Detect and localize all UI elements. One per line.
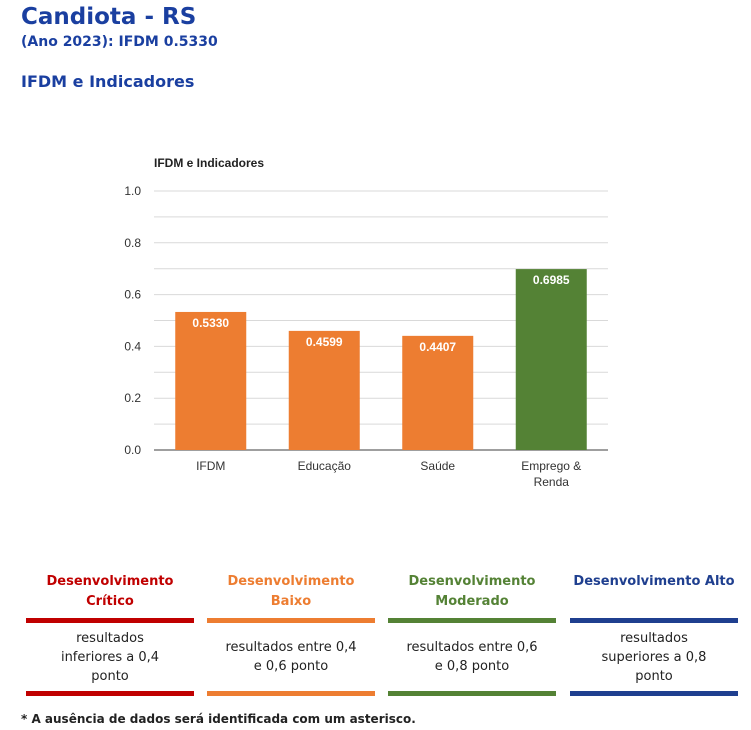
page-subtitle: (Ano 2023): IFDM 0.5330 xyxy=(21,34,218,50)
legend-color-bar xyxy=(26,618,194,623)
footnote: * A ausência de dados será identificada … xyxy=(21,712,416,726)
x-tick-label: IFDM xyxy=(196,459,225,473)
legend-description: resultados entre 0,4 e 0,6 ponto xyxy=(225,640,357,674)
y-tick-label: 0.4 xyxy=(124,339,141,353)
legend-item: Desenvolvimento Moderado resultados entre… xyxy=(388,572,556,696)
y-tick-label: 0.6 xyxy=(124,288,141,302)
legend-title: Desenvolvimento Moderado xyxy=(408,574,536,609)
data-label: 0.5330 xyxy=(192,316,229,330)
legend-color-bar xyxy=(207,691,375,696)
data-label: 0.6985 xyxy=(533,273,570,287)
data-label: 0.4599 xyxy=(306,335,343,349)
page-title: Candiota - RS xyxy=(21,4,197,30)
data-label: 0.4407 xyxy=(419,340,456,354)
y-tick-label: 1.0 xyxy=(124,184,141,198)
section-title: IFDM e Indicadores xyxy=(21,72,195,91)
legend-title: Desenvolvimento Alto xyxy=(573,574,735,589)
legend-color-bar xyxy=(570,618,738,623)
legend-color-bar xyxy=(207,618,375,623)
y-tick-label: 0.2 xyxy=(124,391,141,405)
y-tick-label: 0.0 xyxy=(124,443,141,457)
x-tick-label: Emprego & Renda xyxy=(521,459,581,489)
legend-color-bar xyxy=(388,618,556,623)
legend-item: Desenvolvimento Crítico resultados inferi… xyxy=(26,572,194,696)
x-tick-label: Saúde xyxy=(420,459,455,473)
legend-color-bar xyxy=(26,691,194,696)
bar xyxy=(515,269,587,450)
legend-description: resultados inferiores a 0,4 ponto xyxy=(60,630,160,684)
legend-description: resultados superiores a 0,8 ponto xyxy=(601,630,707,684)
legend-title: Desenvolvimento Crítico xyxy=(46,574,174,609)
legend-color-bar xyxy=(570,691,738,696)
legend-item: Desenvolvimento Baixo resultados entre 0,… xyxy=(207,572,375,696)
legend-item: Desenvolvimento Alto resultados superiore… xyxy=(570,572,738,696)
legend-description: resultados entre 0,6 e 0,8 ponto xyxy=(406,640,538,674)
bar-chart: IFDM e Indicadores 0.0 0.2 0.4 0.6 0.8 1.0 0.… xyxy=(124,156,608,489)
legend-title: Desenvolvimento Baixo xyxy=(227,574,355,609)
x-tick-label: Educação xyxy=(298,459,352,473)
bar xyxy=(175,311,247,450)
bar xyxy=(402,335,474,450)
legend-color-bar xyxy=(388,691,556,696)
y-tick-label: 0.8 xyxy=(124,236,141,250)
bar xyxy=(288,330,360,450)
chart-title: IFDM e Indicadores xyxy=(154,156,264,170)
